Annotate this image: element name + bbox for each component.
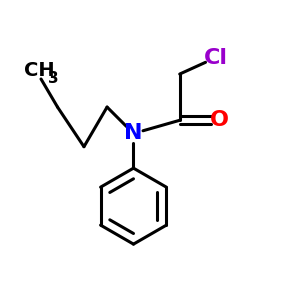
Text: N: N [124, 124, 143, 143]
Text: O: O [210, 110, 229, 130]
Text: Cl: Cl [204, 47, 228, 68]
Text: CH: CH [24, 61, 55, 80]
Text: 3: 3 [48, 70, 58, 86]
